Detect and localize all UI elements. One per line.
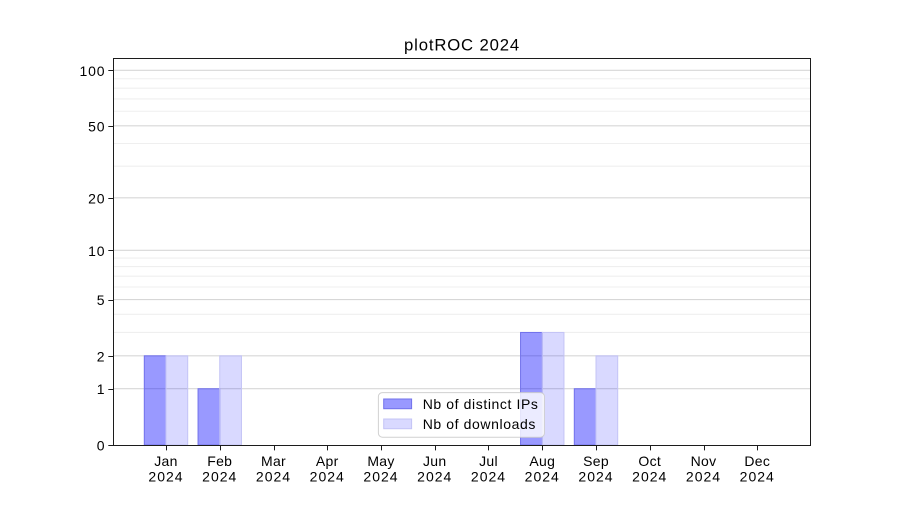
svg-text:50: 50 xyxy=(88,118,105,134)
svg-text:Dec: Dec xyxy=(744,453,770,469)
svg-text:Mar: Mar xyxy=(261,453,286,469)
svg-text:Oct: Oct xyxy=(638,453,661,469)
svg-text:Nb of downloads: Nb of downloads xyxy=(423,416,536,432)
svg-text:Jul: Jul xyxy=(479,453,498,469)
svg-text:2024: 2024 xyxy=(256,469,291,485)
svg-text:0: 0 xyxy=(97,438,106,454)
svg-text:2: 2 xyxy=(97,348,106,364)
svg-text:2024: 2024 xyxy=(632,469,667,485)
svg-text:Sep: Sep xyxy=(583,453,609,469)
svg-text:10: 10 xyxy=(88,243,105,259)
svg-text:Jun: Jun xyxy=(423,453,446,469)
svg-text:Jan: Jan xyxy=(154,453,177,469)
svg-text:2024: 2024 xyxy=(363,469,398,485)
svg-text:Nb of distinct IPs: Nb of distinct IPs xyxy=(423,396,539,412)
svg-text:2024: 2024 xyxy=(525,469,560,485)
svg-text:1: 1 xyxy=(97,381,106,397)
svg-text:2024: 2024 xyxy=(471,469,506,485)
svg-text:2024: 2024 xyxy=(310,469,345,485)
svg-text:2024: 2024 xyxy=(148,469,183,485)
svg-text:Apr: Apr xyxy=(316,453,339,469)
svg-text:100: 100 xyxy=(80,63,106,79)
svg-text:2024: 2024 xyxy=(417,469,452,485)
svg-text:5: 5 xyxy=(97,292,106,308)
svg-text:2024: 2024 xyxy=(578,469,613,485)
svg-text:20: 20 xyxy=(88,190,105,206)
svg-text:May: May xyxy=(367,453,394,469)
svg-text:Feb: Feb xyxy=(207,453,232,469)
svg-text:Aug: Aug xyxy=(529,453,555,469)
svg-text:Nov: Nov xyxy=(691,453,717,469)
svg-text:plotROC 2024: plotROC 2024 xyxy=(404,36,520,55)
svg-text:2024: 2024 xyxy=(686,469,721,485)
svg-text:2024: 2024 xyxy=(740,469,775,485)
svg-text:2024: 2024 xyxy=(202,469,237,485)
